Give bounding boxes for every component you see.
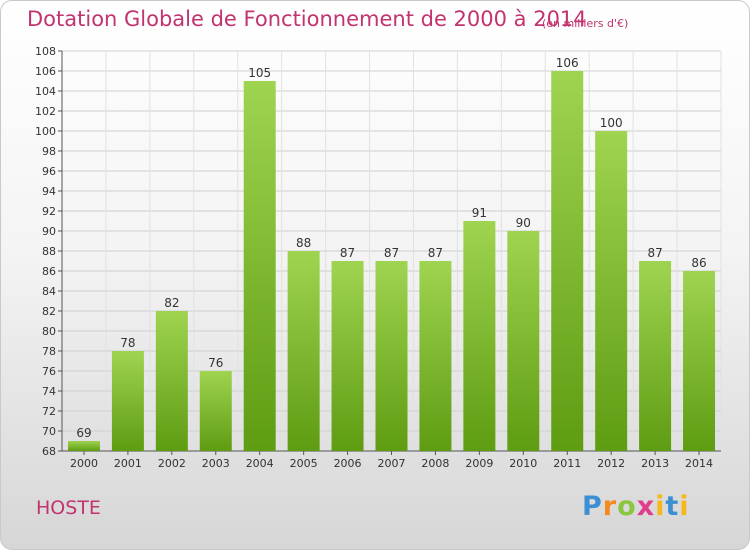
y-tick-label: 108 [35, 45, 56, 58]
bar-value-label: 87 [428, 246, 443, 260]
y-tick-label: 98 [42, 145, 56, 158]
bar-value-label: 106 [556, 56, 579, 70]
x-tick-label: 2002 [158, 457, 186, 470]
bar-value-label: 90 [516, 216, 531, 230]
bar-value-label: 87 [647, 246, 662, 260]
bar-2007[interactable] [375, 261, 408, 451]
bars [67, 71, 716, 451]
bar-2004[interactable] [243, 81, 276, 451]
y-tick-label: 94 [42, 185, 56, 198]
x-tick-label: 2005 [290, 457, 318, 470]
x-tick-label: 2013 [641, 457, 669, 470]
bar-value-label: 105 [248, 66, 271, 80]
x-tick-label: 2006 [334, 457, 362, 470]
x-tick-label: 2007 [378, 457, 406, 470]
bar-2005[interactable] [287, 251, 320, 451]
bar-value-label: 69 [76, 426, 91, 440]
y-tick-label: 68 [42, 445, 56, 458]
y-tick-label: 96 [42, 165, 56, 178]
bar-2008[interactable] [419, 261, 452, 451]
y-tick-label: 76 [42, 365, 56, 378]
bar-2010[interactable] [507, 231, 540, 451]
bar-2001[interactable] [111, 351, 144, 451]
bar-2013[interactable] [639, 261, 672, 451]
x-tick-label: 2001 [114, 457, 142, 470]
y-tick-label: 74 [42, 385, 56, 398]
y-tick-label: 72 [42, 405, 56, 418]
bar-2006[interactable] [331, 261, 364, 451]
y-tick-label: 86 [42, 265, 56, 278]
bar-value-label: 91 [472, 206, 487, 220]
proxiti-logo[interactable]: Proxiti [582, 491, 690, 522]
chart-subtitle: (en milliers d'€) [542, 17, 629, 30]
x-tick-label: 2003 [202, 457, 230, 470]
x-tick-label: 2009 [465, 457, 493, 470]
y-tick-label: 90 [42, 225, 56, 238]
bar-value-label: 100 [600, 116, 623, 130]
y-tick-label: 82 [42, 305, 56, 318]
bar-value-label: 78 [120, 336, 135, 350]
y-tick-label: 70 [42, 425, 56, 438]
x-tick-label: 2000 [70, 457, 98, 470]
y-tick-label: 88 [42, 245, 56, 258]
bar-2000[interactable] [67, 441, 100, 451]
y-tick-label: 104 [35, 85, 56, 98]
y-tick-label: 92 [42, 205, 56, 218]
bar-value-label: 88 [296, 236, 311, 250]
labels: 68 70 72 74 76 78 80 82 84 86 88 90 92 94 96 98 100 102 10… [35, 45, 713, 470]
bar-2009[interactable] [463, 221, 496, 451]
y-tick-label: 102 [35, 105, 56, 118]
bar-value-label: 87 [384, 246, 399, 260]
bar-2011[interactable] [551, 71, 584, 451]
x-tick-label: 2012 [597, 457, 625, 470]
x-tick-label: 2014 [685, 457, 713, 470]
bar-2003[interactable] [199, 371, 232, 451]
y-tick-label: 78 [42, 345, 56, 358]
bar-2002[interactable] [155, 311, 188, 451]
x-tick-label: 2008 [421, 457, 449, 470]
bar-value-label: 86 [691, 256, 706, 270]
chart-title: Dotation Globale de Fonctionnement de 20… [27, 7, 587, 31]
bar-value-label: 82 [164, 296, 179, 310]
x-tick-label: 2010 [509, 457, 537, 470]
y-tick-label: 80 [42, 325, 56, 338]
city-name: HOSTE [36, 497, 101, 519]
x-tick-label: 2004 [246, 457, 274, 470]
bar-2012[interactable] [595, 131, 628, 451]
bar-value-label: 76 [208, 356, 223, 370]
x-tick-label: 2011 [553, 457, 581, 470]
y-tick-label: 106 [35, 65, 56, 78]
bar-value-label: 87 [340, 246, 355, 260]
y-tick-label: 84 [42, 285, 56, 298]
y-tick-label: 100 [35, 125, 56, 138]
bar-chart: 68 70 72 74 76 78 80 82 84 86 88 90 92 94 96 98 100 102 10… [35, 45, 722, 470]
bar-2014[interactable] [683, 271, 716, 451]
